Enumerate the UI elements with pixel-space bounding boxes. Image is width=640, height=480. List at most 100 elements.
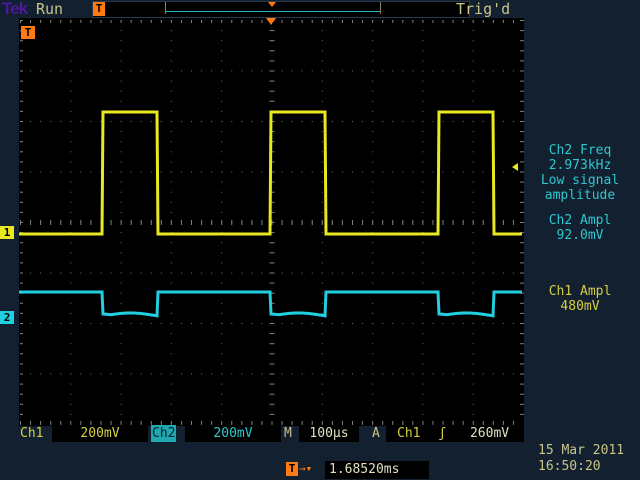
grid-dot [402,171,404,173]
grid-dot [523,141,524,143]
grid-dot [221,201,223,203]
axis-tick [520,100,523,102]
grid-dot [523,181,524,183]
grid-dot [70,121,72,122]
axis-tick [269,373,275,375]
grid-dot [150,121,152,122]
grid-dot [100,70,102,72]
axis-tick [452,20,454,23]
grid-dot [180,323,182,324]
grid-dot [201,373,203,375]
grid-dot [422,181,424,183]
axis-tick [372,220,374,225]
grid-dot [472,424,474,425]
ch2-scale[interactable]: 200mV [185,425,281,442]
grid-dot [241,424,243,425]
axis-tick [241,20,243,23]
ch2-freq-measurement: Ch2 Freq 2.973kHz Low signal amplitude [520,143,640,203]
grid-dot [351,70,353,72]
grid-dot [120,353,122,355]
ch1-label[interactable]: Ch1 [20,426,44,441]
trigger-time-marker-icon[interactable] [266,18,276,25]
grid-dot [523,292,524,294]
grid-dot [150,171,152,173]
grid-dot [70,171,72,173]
grid-dot [191,70,193,72]
grid-dot [70,373,72,375]
axis-tick [392,20,394,23]
grid-dot [291,121,293,122]
grid-dot [472,181,474,183]
grid-dot [221,272,223,274]
grid-dot [70,141,72,143]
axis-tick [20,252,23,254]
horizontal-position[interactable]: 1.68520ms [325,461,429,479]
grid-dot [170,383,172,385]
grid-dot [382,424,384,425]
grid-dot [170,211,172,213]
axis-tick [130,421,132,424]
grid-dot [281,424,283,425]
grid-dot [221,161,223,163]
grid-dot [120,403,122,405]
grid-dot [120,30,122,32]
axis-tick [422,220,424,225]
timebase-value[interactable]: 100µs [299,425,359,442]
axis-tick [160,20,162,23]
grid-dot [321,181,323,183]
grid-dot [70,80,72,82]
axis-tick [269,50,275,52]
axis-tick [520,20,523,21]
grid-dot [321,121,323,122]
grid-dot [523,252,524,254]
axis-tick [160,220,162,225]
axis-tick [180,20,182,23]
grid-dot [351,373,353,375]
grid-dot [341,424,343,425]
grid-dot [30,373,32,375]
grid-dot [472,413,474,415]
grid-dot [70,110,72,112]
ch1-ground-marker[interactable]: 1 [0,226,14,239]
trigger-level-marker-icon[interactable] [512,163,518,171]
grid-dot [392,323,394,324]
grid-dot [40,424,42,425]
grid-dot [201,171,203,173]
grid-dot [422,90,424,92]
grid-dot [362,121,364,122]
ch2-ground-marker[interactable]: 2 [0,311,14,324]
time: 16:50:20 [538,459,601,474]
grid-dot [321,312,323,314]
ch2-label[interactable]: Ch2 [151,425,177,442]
axis-tick [150,20,152,23]
axis-tick [150,220,152,225]
trigger-level: 260mV [469,426,510,441]
grid-dot [191,272,193,274]
grid-dot [40,373,42,375]
grid-dot [221,333,223,335]
grid-dot [120,413,122,415]
grid-dot [130,70,132,72]
axis-tick [362,220,364,225]
grid-dot [281,171,283,173]
grid-dot [351,272,353,274]
axis-tick [432,20,434,23]
grid-dot [502,171,504,173]
grid-dot [120,242,122,244]
axis-tick [20,323,23,324]
grid-dot [502,373,504,375]
trigger-settings[interactable]: Ch1 ʃ 260mV [386,425,524,442]
grid-dot [201,70,203,72]
waveform-display[interactable] [19,18,524,426]
grid-dot [70,383,72,385]
axis-tick [520,181,523,183]
axis-tick [191,220,193,225]
ch1-scale[interactable]: 200mV [52,425,148,442]
grid-dot [442,70,444,72]
grid-dot [221,171,223,173]
grid-dot [221,181,223,183]
grid-dot [120,211,122,213]
axis-tick [520,353,523,355]
grid-dot [40,70,42,72]
axis-tick [40,220,42,225]
